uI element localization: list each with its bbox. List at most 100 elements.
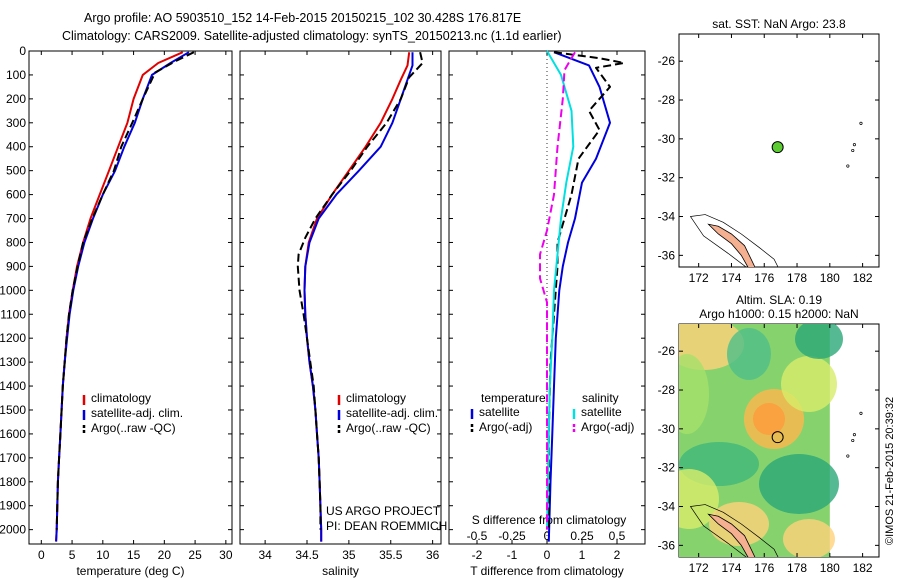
temperature-xtick-label: 30 [219, 548, 233, 562]
map-sla-ytick-label: -30 [658, 422, 676, 436]
salinity-xlabel: salinity [322, 564, 359, 578]
map-sla-plot-area [679, 324, 863, 557]
map-sst-island [852, 143, 856, 147]
map-sst-bathymetry-contour [689, 214, 779, 267]
map-sst-xtick-label: 180 [820, 271, 840, 285]
map-sla-xtick-label: 182 [853, 561, 873, 575]
difference-xtick-top-label: -0.25 [498, 529, 526, 543]
salinity-series-line [296, 51, 424, 530]
sla-field-patch [753, 403, 785, 435]
depth-tick-label: 1100 [0, 307, 26, 321]
difference-xtick-label: -2 [472, 548, 483, 562]
map-sst-land [707, 223, 756, 267]
depth-tick-label: 1600 [0, 427, 26, 441]
map-sst-title-0: sat. SST: NaN Argo: 23.8 [712, 17, 846, 31]
map-sst-xtick-label: 174 [721, 271, 741, 285]
difference-legend-header-temperature: temperature [481, 391, 546, 405]
salinity-xtick-label: 35.5 [379, 548, 403, 562]
temperature-xtick-label: 10 [96, 548, 110, 562]
temperature-xtick-label: 25 [188, 548, 202, 562]
map-sla-bathymetry-contour [689, 504, 779, 557]
depth-tick-label: 900 [6, 259, 26, 273]
salinity-axes-frame [239, 50, 442, 545]
map-sla-float-marker [771, 431, 784, 444]
depth-tick-label: 800 [6, 235, 26, 249]
difference-xtick-top-label: 0.25 [570, 529, 594, 543]
difference-series-line [539, 51, 576, 530]
difference-xlabel: T difference from climatology [470, 564, 624, 578]
difference-legend-entry-label: Argo(-adj) [479, 420, 532, 434]
difference-legend-entry-label: Argo(-adj) [581, 420, 634, 434]
difference-series-line [546, 50, 575, 530]
difference-legend-header-salinity: salinity [582, 391, 619, 405]
salinity-xtick-label: 34.5 [295, 548, 319, 562]
depth-tick-label: 700 [6, 212, 26, 226]
map-sla-island [846, 454, 850, 458]
copyright-text: ©IMOS 21-Feb-2015 20:39:32 [884, 397, 896, 545]
map-sla-island [859, 411, 863, 415]
map-sla-title-0: Altim. SLA: 0.19 [736, 293, 822, 307]
map-sla-island [852, 433, 856, 437]
map-sst-float-marker [771, 141, 784, 154]
salinity-legend-entry-label: Argo(..raw -QC) [346, 421, 431, 435]
depth-tick-label: 1400 [0, 379, 26, 393]
map-sst-island [859, 121, 863, 125]
temperature-xtick-label: 5 [69, 548, 76, 562]
map-sla-title-1: Argo h1000: 0.15 h2000: NaN [699, 307, 858, 321]
map-sla-xtick-label: 176 [754, 561, 774, 575]
difference-xtick-top-label: 0.5 [609, 529, 626, 543]
difference-xtick-label: 1 [579, 548, 586, 562]
sla-field-patch [727, 328, 771, 380]
difference-legend-entry-label: satellite [581, 405, 622, 419]
salinity-xtick-label: 35 [342, 548, 356, 562]
difference-series-line [547, 51, 625, 530]
temperature-xtick-label: 15 [127, 548, 141, 562]
header-line-1: Argo profile: AO 5903510_152 14-Feb-2015… [84, 11, 522, 25]
sla-field-patch [781, 356, 837, 412]
map-sla-ytick-label: -36 [658, 538, 676, 552]
depth-tick-label: 500 [6, 164, 26, 178]
credit-pi: PI: DEAN ROEMMICH [326, 519, 447, 533]
map-sst-ytick-label: -28 [658, 93, 676, 107]
map-sst-xtick-label: 182 [853, 271, 873, 285]
sla-field-patch [759, 454, 839, 514]
map-sla-ytick-label: -32 [658, 461, 676, 475]
difference-xtick-label: 2 [614, 548, 621, 562]
map-sla-xtick-label: 180 [820, 561, 840, 575]
map-sla-xtick-label: 178 [787, 561, 807, 575]
map-sst-island [846, 164, 850, 168]
map-sla-island [851, 438, 855, 443]
map-sla-xtick-label: 172 [689, 561, 709, 575]
map-sst-island [851, 148, 855, 153]
temperature-legend-entry-label: satellite-adj. clim. [91, 406, 183, 420]
map-sst-ytick-label: -26 [658, 54, 676, 68]
difference-xtick-label: 0 [544, 548, 551, 562]
depth-tick-label: 1800 [0, 475, 26, 489]
salinity-xtick-label: 34 [258, 548, 272, 562]
temperature-legend-entry-label: climatology [91, 391, 151, 405]
map-sla-ytick-label: -28 [658, 383, 676, 397]
map-sla-land [707, 513, 756, 557]
map-sla-xtick-label: 174 [721, 561, 741, 575]
map-sst-xtick-label: 178 [787, 271, 807, 285]
map-sla-ytick-label: -26 [658, 344, 676, 358]
map-sst-ytick-label: -30 [658, 132, 676, 146]
temperature-xlabel: temperature (deg C) [76, 564, 184, 578]
difference-xtick-label: -1 [507, 548, 518, 562]
map-sst-ytick-label: -36 [658, 248, 676, 262]
depth-tick-label: 100 [6, 68, 26, 82]
map-sst-xtick-label: 176 [754, 271, 774, 285]
depth-tick-label: 200 [6, 92, 26, 106]
depth-tick-label: 1900 [0, 499, 26, 513]
map-sst-ytick-label: -32 [658, 171, 676, 185]
depth-tick-label: 1300 [0, 355, 26, 369]
map-sst-xtick-label: 172 [689, 271, 709, 285]
salinity-series-line [303, 52, 414, 542]
difference-xtick-top-label: -0.5 [467, 529, 488, 543]
header-line-2: Climatology: CARS2009. Satellite-adjuste… [62, 29, 562, 43]
depth-tick-label: 1000 [0, 283, 26, 297]
credit-project: US ARGO PROJECT [326, 504, 441, 518]
depth-tick-label: 0 [19, 44, 26, 58]
depth-tick-label: 300 [6, 116, 26, 130]
